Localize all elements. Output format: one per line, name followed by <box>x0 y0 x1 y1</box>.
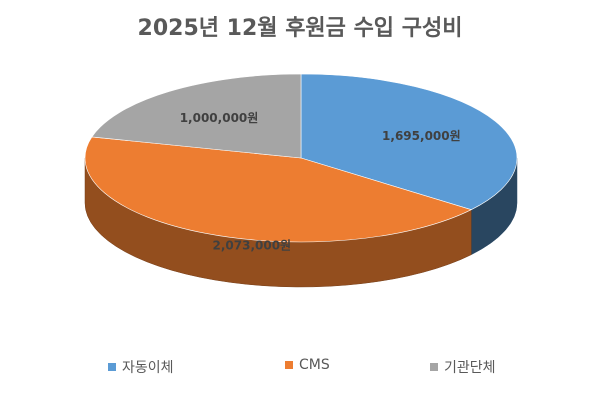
legend-swatch <box>430 363 438 371</box>
legend-label: 기관단체 <box>444 360 496 376</box>
pie-slice-0 <box>300 73 518 211</box>
pie-top <box>84 73 518 243</box>
legend-item-cms: CMS <box>285 357 330 373</box>
pie-data-labels: 1,695,000원 2,073,000원 1,000,000원 <box>180 111 461 253</box>
data-label-1: 2,073,000원 <box>212 239 291 253</box>
chart-title: 2025년 12월 후원금 수입 구성비 <box>137 16 463 41</box>
legend-swatch <box>285 361 293 369</box>
legend-item-institution: 기관단체 <box>430 357 496 377</box>
pie-slice-1 <box>84 136 473 243</box>
legend-label: CMS <box>299 357 330 373</box>
legend: 자동이체 CMS 기관단체 <box>0 357 600 377</box>
legend-swatch <box>108 363 116 371</box>
legend-label: 자동이체 <box>122 360 174 376</box>
data-label-2: 1,000,000원 <box>180 111 259 125</box>
data-label-0: 1,695,000원 <box>382 129 461 143</box>
legend-item-auto-transfer: 자동이체 <box>108 357 174 377</box>
pie-slice-2 <box>91 73 302 159</box>
